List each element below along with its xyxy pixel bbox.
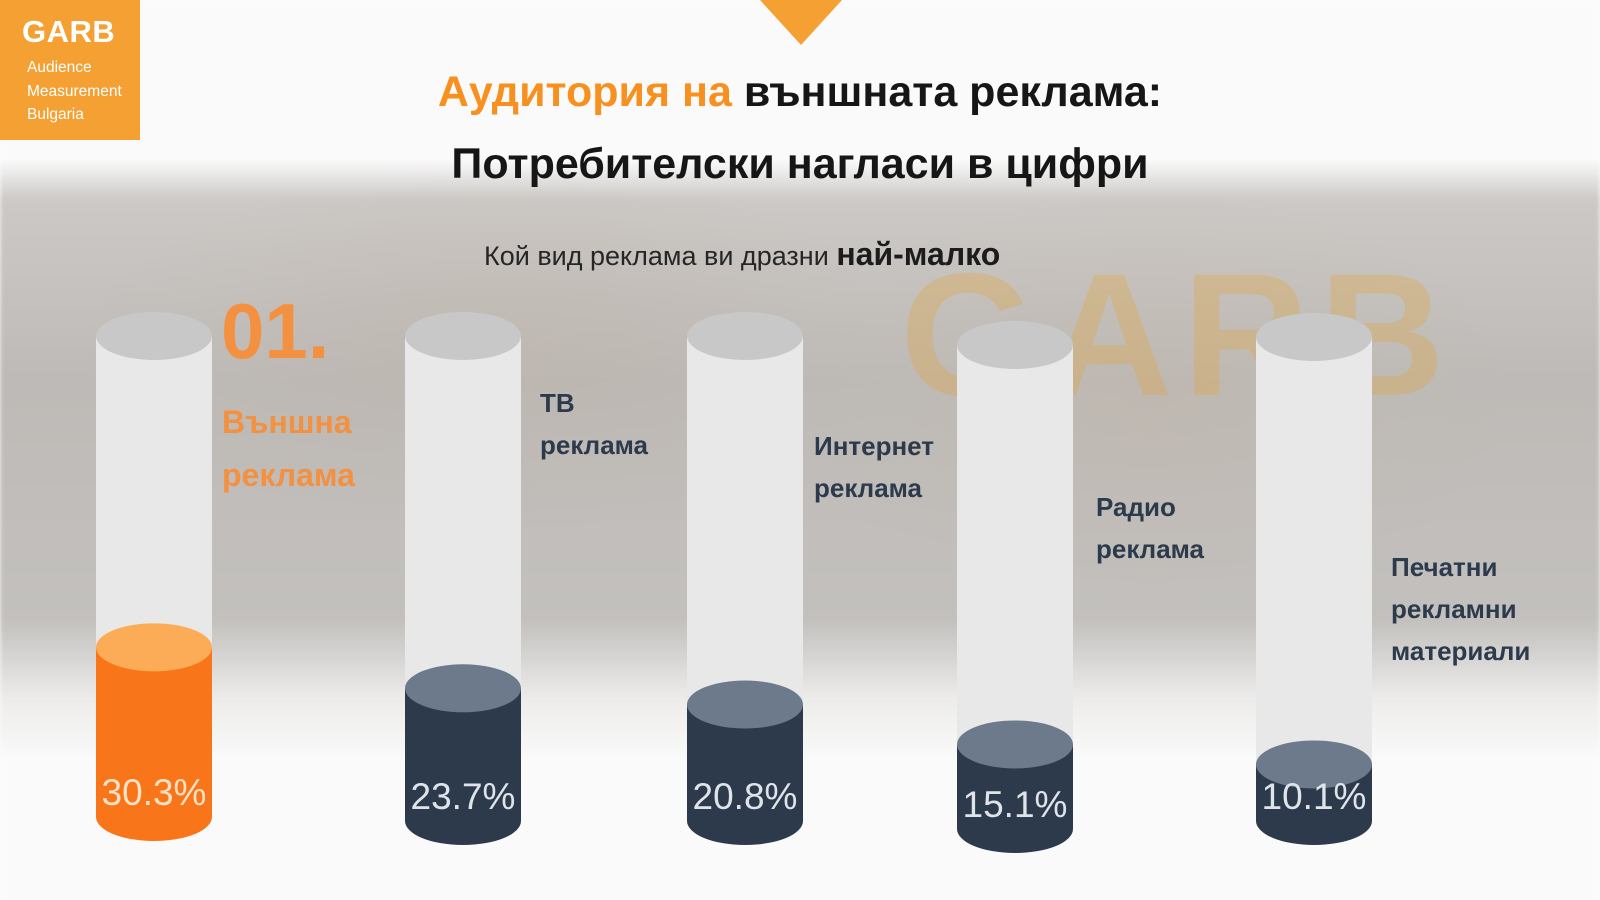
tube-top-internet <box>687 312 803 360</box>
chart-question: Кой вид реклама ви дразни най-малко <box>484 236 1000 273</box>
value-label-outdoor: 30.3% <box>102 772 207 813</box>
bar-top-internet <box>687 680 803 729</box>
category-label-line: реклама <box>540 430 648 460</box>
category-label-line: Радио <box>1096 492 1176 522</box>
title-highlight: Аудитория на <box>437 68 732 116</box>
category-label-line: ТВ <box>540 388 575 418</box>
tube-top-tv <box>405 312 521 360</box>
tube-body-tv <box>405 336 521 713</box>
category-label-line: Външна <box>222 404 352 440</box>
tube-top-print <box>1256 313 1372 361</box>
category-label-line: рекламни <box>1391 594 1517 624</box>
value-label-tv: 23.7% <box>411 776 516 817</box>
category-label-tv: ТВ реклама <box>540 382 648 466</box>
category-label-line: реклама <box>814 473 922 503</box>
category-label-print: Печатни рекламни материали <box>1391 546 1530 672</box>
page-title-line2: Потребителски нагласи в цифри <box>451 140 1149 188</box>
tube-body-print <box>1256 337 1372 789</box>
title-rest: външната реклама: <box>743 68 1163 116</box>
category-label-line: реклама <box>222 457 355 493</box>
chart-question-text: Кой вид реклама ви дразни <box>484 241 829 271</box>
category-label-outdoor: Външна реклама <box>222 396 355 502</box>
top-triangle-marker <box>760 0 842 45</box>
garb-logo: GARB Audience Measurement Bulgaria <box>0 0 140 140</box>
category-label-internet: Интернет реклама <box>814 425 934 509</box>
bar-radio <box>957 744 1073 853</box>
bar-top-print <box>1256 740 1372 789</box>
logo-name: GARB <box>22 14 116 49</box>
tube-body-radio <box>957 345 1073 769</box>
value-label-radio: 15.1% <box>963 784 1068 825</box>
tube-top-outdoor <box>96 312 212 360</box>
bar-outdoor <box>96 647 212 841</box>
category-label-line: реклама <box>1096 534 1204 564</box>
category-label-radio: Радио реклама <box>1096 486 1204 570</box>
bar-top-outdoor <box>96 623 212 672</box>
tube-top-radio <box>957 321 1073 369</box>
logo-tagline-line: Measurement <box>27 82 122 100</box>
category-label-line: материали <box>1391 636 1531 666</box>
logo-tagline-line: Audience <box>27 59 92 76</box>
chart-question-emphasis: най-малко <box>836 236 1001 272</box>
logo-tagline: Audience Measurement Bulgaria <box>27 56 122 127</box>
logo-tagline-line: Bulgaria <box>27 106 84 123</box>
rank-number: 01. <box>221 287 330 375</box>
tube-body-outdoor <box>96 336 212 672</box>
bar-internet <box>687 704 803 845</box>
bar-tv <box>405 688 521 845</box>
page-title-line1: Аудитория на външната реклама: <box>0 68 1600 117</box>
tube-body-internet <box>687 336 803 729</box>
category-label-line: Интернет <box>814 431 935 461</box>
value-label-internet: 20.8% <box>693 776 798 817</box>
category-label-line: Печатни <box>1391 552 1498 582</box>
bar-top-tv <box>405 664 521 713</box>
bar-top-radio <box>957 720 1073 769</box>
value-label-print: 10.1% <box>1262 776 1367 817</box>
